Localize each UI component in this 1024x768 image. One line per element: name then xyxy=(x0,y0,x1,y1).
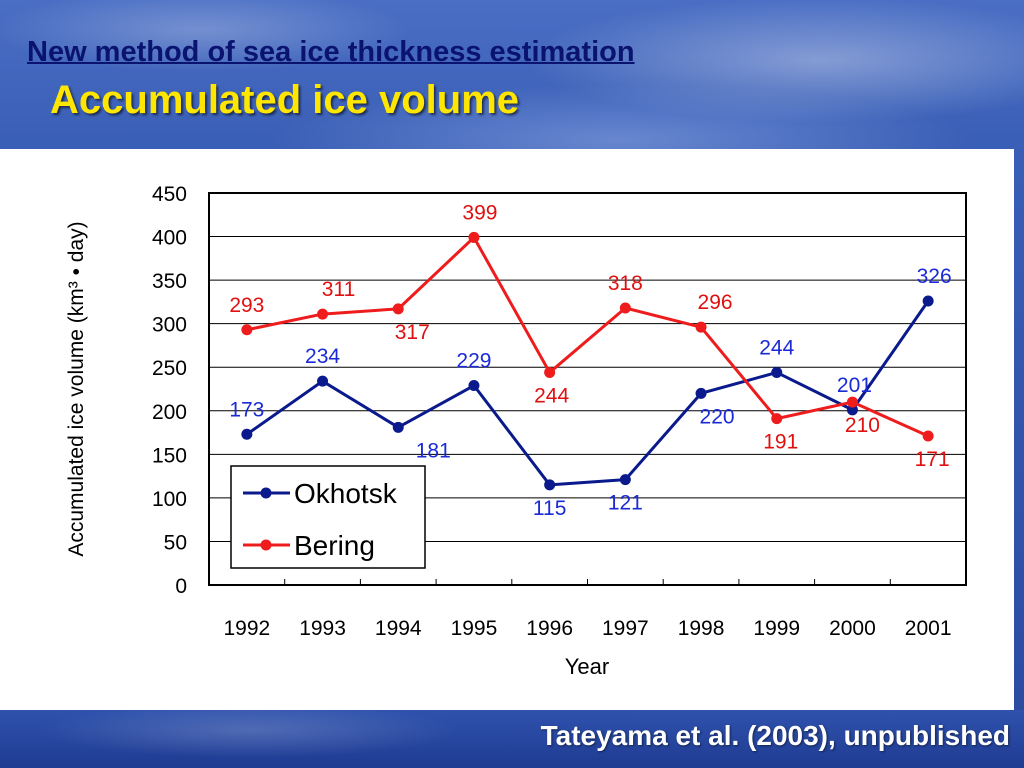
data-label-okhotsk: 121 xyxy=(608,492,643,515)
citation: Tateyama et al. (2003), unpublished xyxy=(540,720,1010,751)
legend-swatch-marker xyxy=(260,539,272,551)
data-point-okhotsk xyxy=(846,404,858,416)
data-label-bering: 317 xyxy=(395,321,430,344)
data-label-okhotsk: 229 xyxy=(456,350,491,373)
series-line-okhotsk xyxy=(245,300,930,487)
data-label-okhotsk: 115 xyxy=(533,497,566,520)
legend-box xyxy=(230,465,426,569)
data-point-bering xyxy=(695,321,707,333)
data-label-bering: 191 xyxy=(763,431,798,454)
data-point-bering xyxy=(922,430,934,442)
y-tick-label: 350 xyxy=(152,270,187,293)
y-tick-label: 0 xyxy=(175,575,187,598)
x-tick-label: 2000 xyxy=(829,617,876,640)
y-axis-tick-labels: 0 50 100 150 200 250 300 350 400 450 xyxy=(152,183,187,598)
line-chart: 0 50 100 150 200 250 300 350 400 450 1992 1993 1994… xyxy=(65,183,967,679)
x-tick-label: 1995 xyxy=(451,617,498,640)
y-tick-label: 50 xyxy=(164,531,187,554)
data-point-bering xyxy=(468,231,480,243)
data-label-okhotsk: 181 xyxy=(416,439,451,462)
data-point-bering xyxy=(771,413,783,425)
y-axis-label: Accumulated ice volume (km³ • day) xyxy=(65,221,88,556)
data-label-okhotsk: 244 xyxy=(759,336,794,359)
data-label-okhotsk: 326 xyxy=(917,265,952,288)
y-tick-label: 200 xyxy=(152,401,187,424)
data-label-okhotsk: 173 xyxy=(229,398,264,421)
data-point-bering xyxy=(619,302,631,314)
data-label-bering: 244 xyxy=(534,384,569,407)
data-label-bering: 210 xyxy=(845,414,880,437)
data-labels: 173 234 181 229 115 121 220 244 201 326 293 311 317 3… xyxy=(229,201,951,519)
x-axis-label: Year xyxy=(565,654,609,679)
legend-items: Okhotsk Bering xyxy=(243,478,398,561)
series-line-bering xyxy=(246,235,929,438)
footer-band xyxy=(0,710,1024,768)
data-point-okhotsk xyxy=(771,366,783,378)
x-axis-tick-labels: 1992 1993 1994 1995 1996 1997 1998 1999 2000 2001 xyxy=(223,617,951,640)
data-point-okhotsk xyxy=(468,380,480,392)
data-label-bering: 293 xyxy=(229,294,264,317)
data-point-okhotsk xyxy=(317,375,329,387)
y-tick-label: 150 xyxy=(152,444,187,467)
data-point-bering xyxy=(317,308,329,320)
legend-label: Okhotsk xyxy=(294,478,398,509)
x-tick-label: 1992 xyxy=(223,617,270,640)
data-label-bering: 311 xyxy=(322,278,355,301)
data-point-bering xyxy=(241,324,253,336)
data-label-bering: 171 xyxy=(915,448,950,471)
series-layer xyxy=(241,231,934,491)
y-tick-label: 300 xyxy=(152,314,187,337)
data-label-bering: 318 xyxy=(608,272,643,295)
x-tick-label: 1999 xyxy=(753,617,800,640)
data-label-bering: 399 xyxy=(462,201,497,224)
x-tick-label: 1998 xyxy=(678,617,725,640)
x-tick-label: 1997 xyxy=(602,617,649,640)
y-tick-label: 250 xyxy=(152,357,187,380)
data-label-bering: 296 xyxy=(698,291,733,314)
x-tick-label: 1993 xyxy=(299,617,346,640)
data-point-okhotsk xyxy=(922,295,934,307)
x-axis-tick-marks xyxy=(284,579,891,585)
y-tick-label: 450 xyxy=(152,183,187,206)
x-tick-label: 2001 xyxy=(905,617,952,640)
slide-title: New method of sea ice thickness estimati… xyxy=(27,36,635,68)
legend-label: Bering xyxy=(294,530,375,561)
data-point-bering xyxy=(846,396,858,408)
data-point-okhotsk xyxy=(695,387,707,399)
y-tick-label: 100 xyxy=(152,488,187,511)
data-point-okhotsk xyxy=(544,479,556,491)
data-point-bering xyxy=(544,366,556,378)
data-point-bering xyxy=(392,303,404,315)
data-label-okhotsk: 201 xyxy=(837,374,872,397)
legend-swatch-marker xyxy=(260,487,272,499)
x-tick-label: 1994 xyxy=(375,617,422,640)
data-point-okhotsk xyxy=(619,474,631,486)
data-point-okhotsk xyxy=(241,428,253,440)
chart-panel: 0 50 100 150 200 250 300 350 400 450 1992 1993 1994… xyxy=(0,149,1014,710)
legend: Okhotsk Bering xyxy=(230,465,426,569)
y-tick-label: 400 xyxy=(152,227,187,250)
slide-subtitle: Accumulated ice volume xyxy=(50,78,520,122)
data-label-okhotsk: 234 xyxy=(305,345,340,368)
x-tick-label: 1996 xyxy=(526,617,573,640)
data-point-okhotsk xyxy=(392,421,404,433)
data-label-okhotsk: 220 xyxy=(700,405,735,428)
